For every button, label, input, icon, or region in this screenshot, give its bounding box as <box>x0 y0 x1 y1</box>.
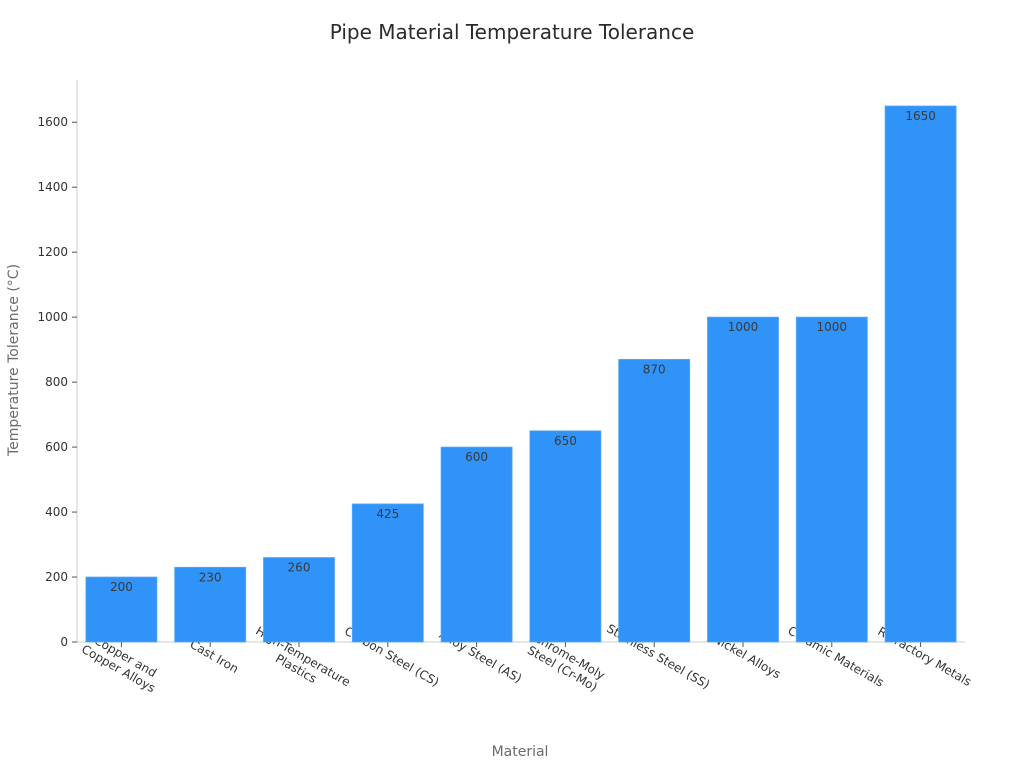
bar <box>351 503 424 643</box>
y-tick-label: 1400 <box>37 180 68 194</box>
bar <box>529 430 602 643</box>
data-label: 230 <box>199 570 222 584</box>
y-tick-label: 600 <box>45 440 68 454</box>
data-label: 1000 <box>728 320 759 334</box>
y-tick-label: 1000 <box>37 310 68 324</box>
y-tick-label: 1600 <box>37 115 68 129</box>
data-label: 650 <box>554 434 577 448</box>
bar <box>618 358 691 643</box>
y-axis: 0 200 400 600 800 1000 1200 1400 1600 <box>37 80 78 649</box>
data-labels: 200 230 260 425 600 650 870 1000 1000 1650 <box>110 109 936 594</box>
bars <box>85 105 957 643</box>
bar <box>884 105 957 643</box>
y-tick-label: 1200 <box>37 245 68 259</box>
bar <box>174 566 247 643</box>
x-axis-title: Material <box>492 744 549 760</box>
data-label: 600 <box>465 450 488 464</box>
y-tick-label: 400 <box>45 505 68 519</box>
bar <box>440 446 513 643</box>
data-label: 260 <box>288 561 311 575</box>
data-label: 1000 <box>817 320 848 334</box>
data-label: 870 <box>643 362 666 376</box>
x-tick-label: Cast Iron <box>187 637 240 676</box>
y-tick-label: 0 <box>60 635 68 649</box>
bar <box>707 316 779 643</box>
data-label: 425 <box>376 507 399 521</box>
y-tick-label: 200 <box>45 570 68 584</box>
chart-title: Pipe Material Temperature Tolerance <box>329 20 695 44</box>
data-label: 200 <box>110 580 133 594</box>
y-tick-label: 800 <box>45 375 68 389</box>
y-axis-title: Temperature Tolerance (°C) <box>6 264 22 457</box>
data-label: 1650 <box>905 109 936 123</box>
bar <box>85 576 158 643</box>
bar <box>795 316 868 643</box>
bar <box>263 557 335 643</box>
